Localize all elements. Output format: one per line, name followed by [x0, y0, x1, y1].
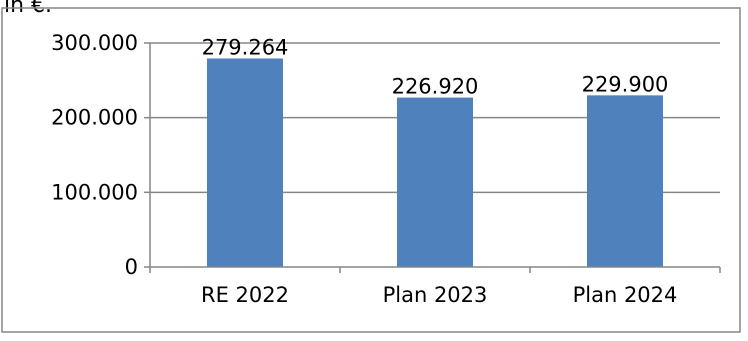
bar	[397, 97, 473, 267]
data-label: 279.264	[202, 35, 289, 59]
x-tick-label: Plan 2024	[573, 283, 678, 307]
chart-frame	[1, 7, 741, 333]
x-tick-label: Plan 2023	[383, 283, 488, 307]
y-tick-label: 0	[125, 255, 138, 279]
unit-fragment: in €.	[4, 0, 52, 18]
y-tick-labels: 0 100.000 200.000 300.000	[51, 31, 138, 279]
bar	[207, 58, 283, 267]
y-tick-label: 300.000	[51, 31, 138, 55]
data-labels: 279.264 226.920 229.900	[202, 35, 669, 98]
data-label: 229.900	[582, 72, 669, 96]
x-tick-label: RE 2022	[201, 283, 289, 307]
axes-group	[144, 42, 721, 273]
bar	[587, 95, 663, 267]
y-tick-label: 100.000	[51, 180, 138, 204]
y-tick-label: 200.000	[51, 106, 138, 130]
x-tick-labels: RE 2022 Plan 2023 Plan 2024	[201, 283, 677, 307]
data-label: 226.920	[392, 75, 479, 99]
bars-group	[207, 58, 663, 267]
